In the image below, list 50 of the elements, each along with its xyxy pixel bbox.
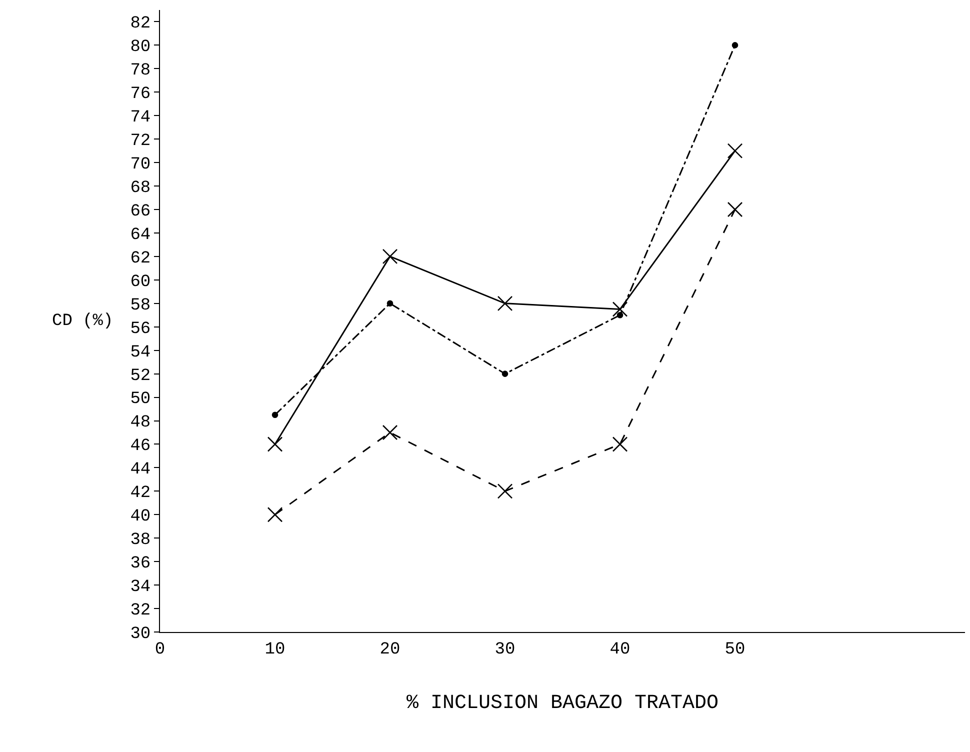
y-tick-label: 60 [130,272,151,292]
x-tick-label: 50 [724,640,746,660]
x-tick-label: 40 [610,640,630,660]
point [616,312,624,318]
y-tick-label: 32 [130,601,151,620]
y-tick-label: 36 [130,554,151,574]
point [497,484,513,499]
x-tick-label: 10 [264,640,286,660]
y-tick-label: 66 [130,202,151,222]
point [732,42,738,48]
point [497,296,513,312]
y-tick-label: 62 [130,249,151,268]
y-tick-label: 42 [130,484,151,504]
x-tick-label: 20 [380,640,400,660]
y-tick-label: 64 [130,226,151,245]
y-tick-label: 74 [130,108,151,128]
x-tick-label: 0 [154,640,166,660]
point [382,248,398,264]
y-tick-label: 76 [130,85,151,104]
x-tick-label: 30 [494,640,516,660]
point [272,412,278,418]
point [612,436,628,452]
y-tick-label: 58 [130,296,151,316]
y-tick-label: 44 [130,460,151,480]
point [267,436,283,452]
y-tick-label: 68 [130,178,151,198]
point [267,506,283,522]
y-tick-label: 30 [130,624,151,644]
y-tick-label: 40 [130,508,151,527]
x-axis-title: % INCLUSION BAGAZO TRATADO [406,692,719,715]
y-tick-label: 70 [130,156,151,175]
y-tick-label: 56 [130,320,151,339]
y-tick-label: 34 [130,578,151,598]
point [727,143,743,158]
point [727,202,743,218]
y-tick-label: 80 [130,38,151,58]
y-tick-label: 82 [130,14,151,34]
y-tick-label: 50 [130,390,151,410]
y-tick-label: 38 [130,531,151,550]
y-tick-label: 72 [130,132,151,152]
y-tick-label: 52 [130,366,151,386]
y-tick-label: 48 [130,414,151,433]
y-tick-label: 46 [130,437,151,456]
y-tick-label: 78 [130,62,151,81]
point [382,424,398,440]
y-axis-title: CD (%) [52,312,114,331]
y-tick-label: 54 [130,343,151,362]
point [502,370,508,377]
point [386,300,394,307]
point [612,302,628,317]
